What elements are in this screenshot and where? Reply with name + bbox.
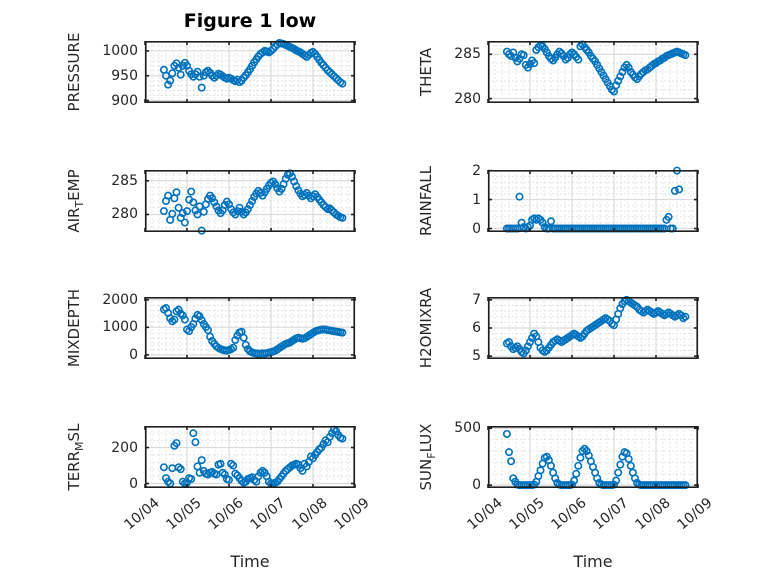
y-tick-label: 950: [111, 67, 138, 84]
x-tick-label: 10/08: [632, 495, 674, 534]
plot-area-THETA: [487, 40, 699, 104]
y-tick-label: 0: [129, 346, 138, 363]
y-axis-label-SUN_FLUX: SUNFLUX: [417, 382, 439, 532]
y-tick-label: 280: [111, 206, 138, 223]
y-axis-label-text: THETA: [417, 47, 435, 97]
subplot-RAINFALL: [487, 166, 699, 233]
plot-area-MIXDEPTH: [144, 297, 356, 360]
y-tick-label: 0: [129, 475, 138, 492]
x-tick-label: 10/04: [121, 495, 163, 534]
figure-title: Figure 1 low: [183, 10, 317, 32]
y-axis-label-subscript: T: [73, 200, 86, 208]
plot-area-SUN_FLUX: [487, 426, 699, 490]
subplot-MIXDEPTH: [144, 297, 356, 360]
plot-area-TERR_MSL: [144, 425, 356, 489]
plot-area-AIR_TEMP: [144, 169, 356, 235]
y-axis-label-text: LUX: [417, 423, 435, 453]
x-axis-title-left: Time: [230, 552, 270, 571]
y-axis-label-text: PRESSURE: [65, 32, 83, 112]
subplot-THETA: [487, 40, 699, 104]
x-tick-label: 10/09: [674, 495, 716, 534]
y-axis-label-text: SUN: [417, 458, 435, 491]
y-tick-label: 200: [111, 439, 138, 456]
y-tick-label: 500: [454, 420, 481, 437]
y-axis-label-text: MIXDEPTH: [65, 288, 83, 368]
scatter-series-TERR_MSL: [159, 425, 347, 488]
plot-area-RAINFALL: [487, 166, 699, 233]
y-axis-label-subscript: F: [425, 452, 438, 459]
subplot-TERR_MSL: [144, 425, 356, 489]
y-axis-label-subscript: M: [73, 441, 86, 451]
scatter-series-AIR_TEMP: [159, 169, 347, 235]
y-tick-label: 280: [454, 90, 481, 107]
y-axis-label-text: SL: [65, 423, 83, 442]
subplot-PRESSURE: [144, 38, 356, 104]
subplot-AIR_TEMP: [144, 169, 356, 235]
y-tick-label: 1000: [102, 319, 138, 336]
x-tick-label: 10/06: [205, 495, 247, 534]
y-tick-label: 900: [111, 92, 138, 109]
y-axis-label-text: H2OMIXRA: [417, 287, 435, 369]
y-axis-label-PRESSURE: PRESSURE: [65, 0, 87, 147]
y-tick-label: 7: [472, 291, 481, 308]
y-tick-label: 1: [472, 191, 481, 208]
y-axis-label-THETA: THETA: [417, 0, 439, 147]
y-tick-label: 1000: [102, 42, 138, 59]
x-tick-label: 10/07: [247, 495, 289, 534]
plot-area-H2OMIXRA: [487, 295, 699, 360]
y-axis-label-TERR_MSL: TERRMSL: [65, 382, 87, 532]
scatter-series-MIXDEPTH: [159, 304, 347, 358]
x-tick-label: 10/08: [289, 495, 331, 534]
x-tick-label: 10/06: [548, 495, 590, 534]
y-tick-label: 0: [472, 220, 481, 237]
y-axis-label-text: TERR: [65, 450, 83, 491]
plot-area-PRESSURE: [144, 38, 356, 104]
y-axis-label-text: EMP: [65, 169, 83, 201]
scatter-series-THETA: [502, 40, 690, 96]
scatter-series-SUN_FLUX: [502, 429, 690, 490]
subplot-SUN_FLUX: [487, 426, 699, 490]
subplot-H2OMIXRA: [487, 295, 699, 360]
y-axis-label-text: RAINFALL: [417, 166, 435, 236]
x-tick-label: 10/04: [464, 495, 506, 534]
x-tick-label: 10/05: [163, 495, 205, 534]
y-tick-label: 2: [472, 162, 481, 179]
y-axis-label-H2OMIXRA: H2OMIXRA: [417, 253, 439, 403]
y-tick-label: 6: [472, 320, 481, 336]
scatter-series-H2OMIXRA: [502, 295, 690, 358]
y-tick-label: 5: [472, 348, 481, 365]
x-tick-label: 10/05: [506, 495, 548, 534]
y-axis-label-text: AIR: [65, 207, 83, 233]
y-axis-label-MIXDEPTH: MIXDEPTH: [65, 253, 87, 403]
y-tick-label: 285: [111, 172, 138, 189]
y-tick-label: 0: [472, 477, 481, 494]
y-tick-label: 285: [454, 46, 481, 63]
scatter-series-PRESSURE: [159, 38, 347, 92]
x-axis-title-right: Time: [573, 552, 613, 571]
y-tick-label: 2000: [102, 291, 138, 308]
x-tick-label: 10/09: [331, 495, 373, 534]
x-tick-label: 10/07: [590, 495, 632, 534]
